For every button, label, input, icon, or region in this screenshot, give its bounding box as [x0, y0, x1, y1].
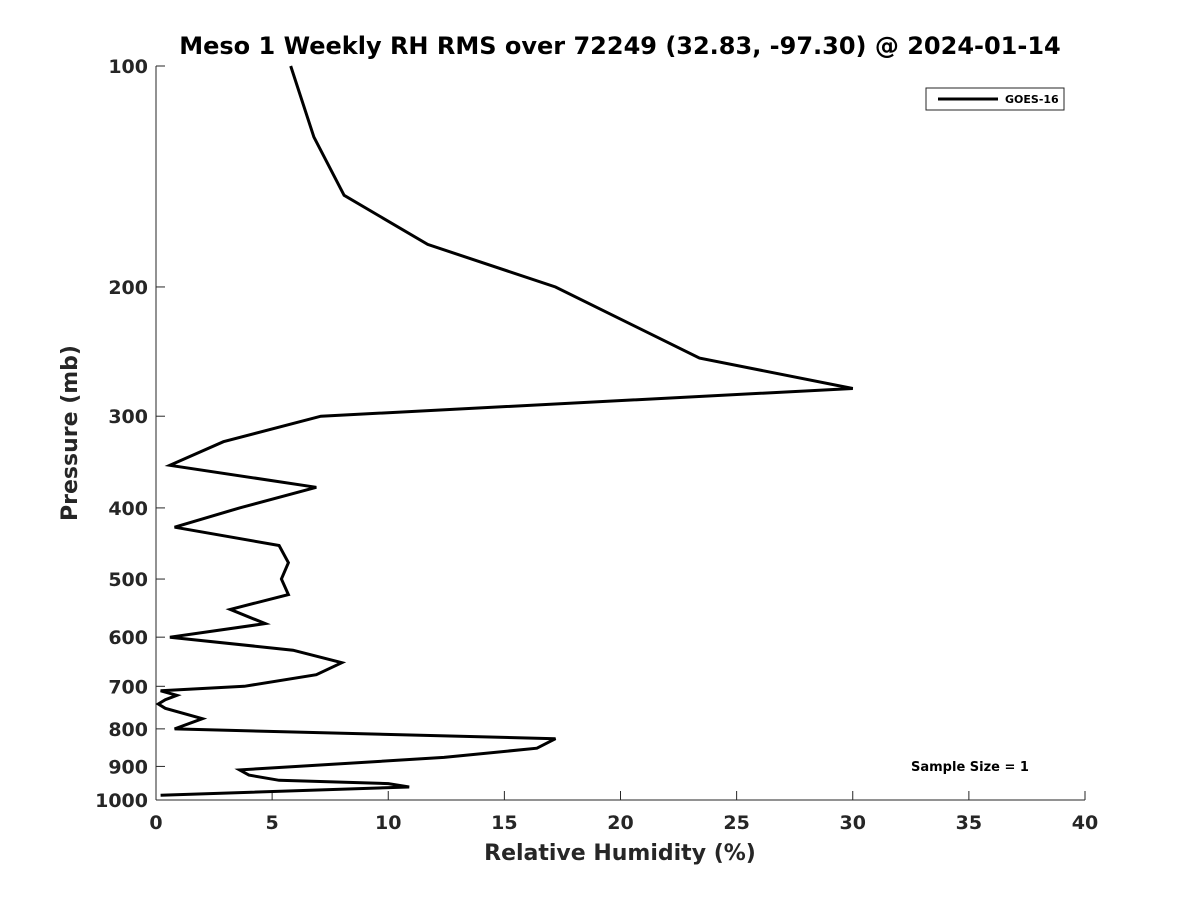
y-tick-label: 100 [108, 56, 148, 78]
chart-title: Meso 1 Weekly RH RMS over 72249 (32.83, … [179, 32, 1061, 60]
y-tick-label: 1000 [95, 790, 148, 812]
x-tick-label: 35 [956, 812, 982, 834]
x-tick-label: 0 [149, 812, 162, 834]
x-tick-label: 20 [607, 812, 633, 834]
y-tick-label: 900 [108, 756, 148, 778]
legend: GOES-16 [925, 87, 1065, 111]
x-tick-label: 15 [491, 812, 517, 834]
y-tick-label: 800 [108, 719, 148, 741]
x-tick-label: 30 [840, 812, 866, 834]
series-line-goes-16 [155, 65, 854, 797]
y-axis-label: Pressure (mb) [58, 345, 83, 521]
y-tick-label: 300 [108, 406, 148, 428]
x-tick-label: 25 [723, 812, 749, 834]
y-tick-label: 600 [108, 627, 148, 649]
x-tick-label: 40 [1072, 812, 1098, 834]
y-tick-label: 400 [108, 498, 148, 520]
legend-label-goes-16: GOES-16 [1005, 93, 1059, 106]
x-tick-label: 5 [266, 812, 279, 834]
axis-ticks: 0 5 10 15 20 25 30 35 40 100 200 300 400 500 600 700 800… [95, 56, 1098, 834]
y-tick-label: 200 [108, 277, 148, 299]
y-tick-label: 700 [108, 676, 148, 698]
plot-axes [155, 66, 1085, 801]
sample-size-annotation: Sample Size = 1 [911, 760, 1029, 775]
plot-area [155, 65, 854, 797]
x-axis-label: Relative Humidity (%) [484, 841, 756, 866]
y-tick-label: 500 [108, 569, 148, 591]
x-tick-label: 10 [375, 812, 401, 834]
